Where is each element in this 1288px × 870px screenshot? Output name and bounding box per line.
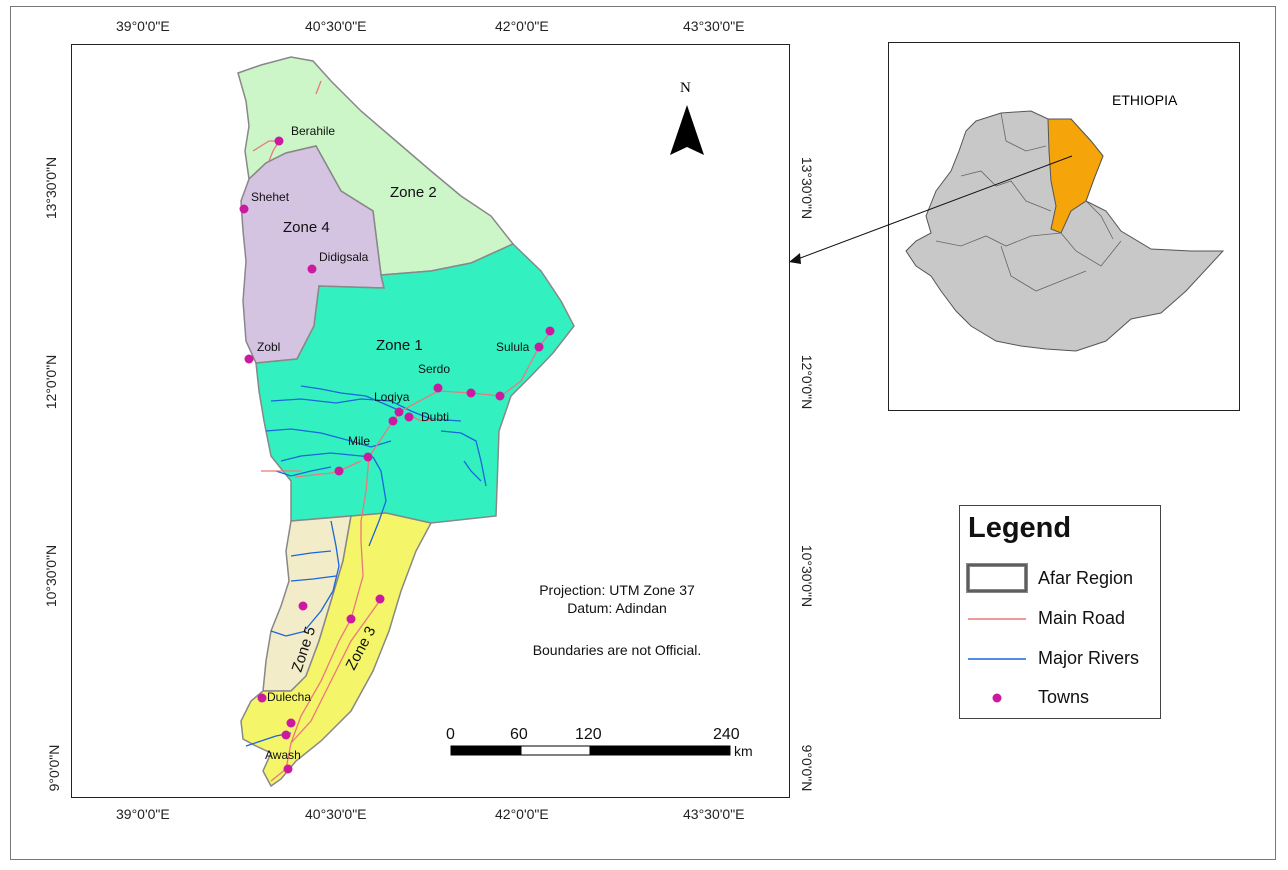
- town-dot: [346, 614, 356, 624]
- main-map: Berahile Shehet Didigsala Zobl Sulula Se…: [71, 44, 790, 798]
- scale-bar: [450, 745, 731, 756]
- town-label-dubti: Dubti: [421, 410, 449, 424]
- town-dot: [545, 326, 555, 336]
- lon-label-top-4: 43°30'0"E: [683, 18, 745, 34]
- legend-title: Legend: [968, 512, 1072, 544]
- scale-tick-0: 0: [446, 726, 455, 743]
- town-didigsala-dot: [307, 264, 317, 274]
- lon-label-top-1: 39°0'0"E: [116, 18, 170, 34]
- disclaimer-note: Boundaries are not Official.: [532, 642, 702, 658]
- town-label-zobl: Zobl: [257, 340, 280, 354]
- town-label-serdo: Serdo: [418, 362, 450, 376]
- legend-label-towns: Towns: [1038, 687, 1090, 707]
- zone-3-area: [240, 512, 433, 788]
- scale-unit: km: [734, 743, 753, 759]
- region-box-icon: [966, 563, 1028, 593]
- zone-4-label: Zone 4: [283, 219, 330, 236]
- town-loqiya-dot: [394, 407, 404, 417]
- lon-label-bottom-2: 40°30'0"E: [305, 806, 367, 822]
- legend-label-road: Main Road: [1038, 608, 1126, 628]
- legend-label-region: Afar Region: [1038, 568, 1134, 588]
- town-label-didigsala: Didigsala: [319, 250, 369, 264]
- town-berahile-dot: [274, 136, 284, 146]
- town-sulula-dot: [534, 342, 544, 352]
- scale-tick-240: 240: [713, 726, 740, 743]
- town-label-shehet: Shehet: [251, 190, 290, 204]
- town-dulecha-dot: [257, 693, 267, 703]
- figure-frame: [10, 6, 1276, 860]
- town-dubti-dot: [404, 412, 414, 422]
- town-mile-dot: [363, 452, 373, 462]
- lon-label-bottom-1: 39°0'0"E: [116, 806, 170, 822]
- scale-tick-60: 60: [510, 726, 528, 743]
- zone-1-label: Zone 1: [376, 337, 423, 354]
- ethiopia-label: ETHIOPIA: [1112, 92, 1178, 108]
- town-label-berahile: Berahile: [291, 124, 335, 138]
- afar-region-highlight: [1047, 118, 1104, 234]
- town-markers: [239, 136, 555, 774]
- projection-note: Projection: UTM Zone 37: [539, 582, 695, 598]
- town-dot: [298, 601, 308, 611]
- scale-tick-120: 120: [575, 726, 602, 743]
- lon-label-bottom-4: 43°30'0"E: [683, 806, 745, 822]
- zone-2-label: Zone 2: [390, 184, 437, 201]
- town-dot: [286, 718, 296, 728]
- town-dot-icon: [992, 693, 1002, 703]
- legend-label-rivers: Major Rivers: [1038, 648, 1140, 668]
- town-dot: [281, 730, 291, 740]
- lon-label-top-2: 40°30'0"E: [305, 18, 367, 34]
- north-arrow-label: N: [680, 80, 691, 96]
- town-dot: [388, 416, 398, 426]
- river-network: [245, 385, 487, 747]
- internal-boundaries: [935, 112, 1122, 292]
- town-label-mile: Mile: [348, 434, 370, 448]
- legend: Legend Afar Region Main Road Major River…: [959, 505, 1161, 719]
- town-awash-dot: [283, 764, 293, 774]
- town-label-awash: Awash: [265, 748, 301, 762]
- inset-map: ETHIOPIA: [888, 42, 1240, 411]
- lon-label-bottom-3: 42°0'0"E: [495, 806, 549, 822]
- town-label-sulula: Sulula: [496, 340, 530, 354]
- town-dot: [375, 594, 385, 604]
- datum-note: Datum: Adindan: [567, 600, 667, 616]
- lon-label-top-3: 42°0'0"E: [495, 18, 549, 34]
- town-zobl-dot: [244, 354, 254, 364]
- north-arrow-icon: [670, 105, 704, 155]
- town-label-loqiya: Loqiya: [374, 390, 410, 404]
- town-dot: [334, 466, 344, 476]
- town-dot: [466, 388, 476, 398]
- town-shehet-dot: [239, 204, 249, 214]
- town-serdo-dot: [433, 383, 443, 393]
- town-label-dulecha: Dulecha: [267, 690, 311, 704]
- town-dot: [495, 391, 505, 401]
